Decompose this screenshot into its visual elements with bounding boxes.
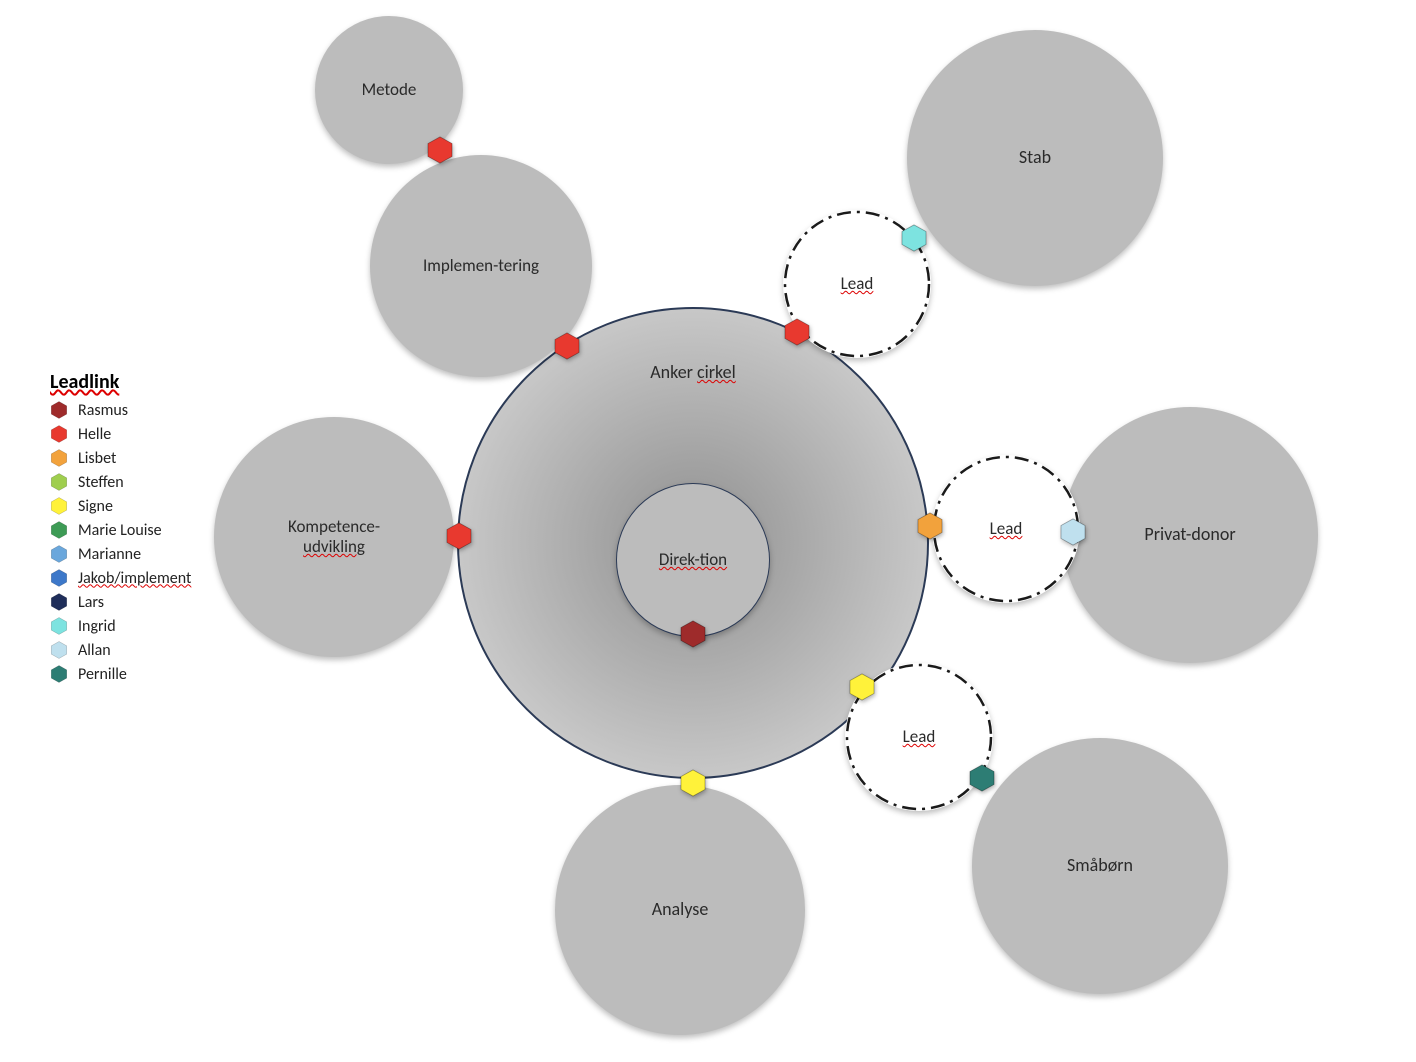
- legend-hex-icon: [50, 569, 68, 587]
- circle-label-metode: Metode: [362, 80, 417, 100]
- circle-label-stab: Stab: [1019, 147, 1051, 169]
- legend-hex-icon: [50, 593, 68, 611]
- hex-implement-anker: [553, 332, 581, 360]
- legend-title: Leadlink: [50, 370, 191, 394]
- hex-lead1-anker: [783, 318, 811, 346]
- legend-hex-icon: [50, 665, 68, 683]
- hex-kompetence-anker: [445, 522, 473, 550]
- legend-hex-icon: [50, 497, 68, 515]
- hex-direktion-anker: [679, 620, 707, 648]
- legend-row: Rasmus: [50, 398, 191, 422]
- legend-row: Pernille: [50, 662, 191, 686]
- legend-row: Lisbet: [50, 446, 191, 470]
- legend-label: Helle: [78, 425, 111, 444]
- legend: Leadlink Rasmus Helle Lisbet Steffen Signe Mar…: [50, 370, 191, 686]
- legend-label: Jakob/implement: [78, 569, 191, 588]
- legend-hex-icon: [50, 473, 68, 491]
- legend-label: Rasmus: [78, 401, 128, 420]
- hex-analyse-anker: [679, 769, 707, 797]
- legend-label: Signe: [78, 497, 113, 516]
- hex-lead2-privatdonor: [1059, 518, 1087, 546]
- circle-direktion: Direk-tion: [616, 483, 770, 637]
- legend-row: Helle: [50, 422, 191, 446]
- hex-lead1-stab: [900, 224, 928, 252]
- circle-analyse: Analyse: [555, 785, 805, 1035]
- legend-label: Ingrid: [78, 617, 116, 636]
- legend-label: Marie Louise: [78, 521, 162, 540]
- circle-label-anker: Anker cirkel: [650, 362, 736, 384]
- legend-hex-icon: [50, 521, 68, 539]
- legend-row: Allan: [50, 638, 191, 662]
- legend-hex-icon: [50, 617, 68, 635]
- legend-row: Steffen: [50, 470, 191, 494]
- circle-lead2: Lead: [932, 455, 1080, 603]
- circle-label-privatdonor: Privat-donor: [1144, 524, 1235, 546]
- circle-label-smaborn: Småbørn: [1067, 855, 1133, 877]
- legend-hex-icon: [50, 641, 68, 659]
- legend-row: Ingrid: [50, 614, 191, 638]
- legend-row: Lars: [50, 590, 191, 614]
- hex-lead2-anker: [916, 512, 944, 540]
- circle-label-analyse: Analyse: [652, 899, 709, 921]
- legend-row: Marianne: [50, 542, 191, 566]
- legend-row: Signe: [50, 494, 191, 518]
- legend-hex-icon: [50, 545, 68, 563]
- legend-row: Marie Louise: [50, 518, 191, 542]
- legend-label: Pernille: [78, 665, 127, 684]
- legend-label: Allan: [78, 641, 111, 660]
- circle-label-direktion: Direk-tion: [659, 550, 727, 570]
- circle-label-kompetence: Kompetence-udvikling: [288, 517, 380, 558]
- legend-hex-icon: [50, 449, 68, 467]
- legend-label: Lisbet: [78, 449, 116, 468]
- hex-metode-implement: [426, 136, 454, 164]
- legend-hex-icon: [50, 425, 68, 443]
- circle-kompetence: Kompetence-udvikling: [214, 417, 454, 657]
- circle-privatdonor: Privat-donor: [1062, 407, 1318, 663]
- legend-hex-icon: [50, 401, 68, 419]
- legend-label: Marianne: [78, 545, 141, 564]
- circle-label-implement: Implemen-tering: [423, 256, 539, 276]
- legend-row: Jakob/implement: [50, 566, 191, 590]
- legend-label: Steffen: [78, 473, 124, 492]
- hex-lead3-smaborn: [968, 764, 996, 792]
- hex-lead3-anker: [848, 673, 876, 701]
- legend-label: Lars: [78, 593, 104, 612]
- circle-smaborn: Småbørn: [972, 738, 1228, 994]
- circle-stab: Stab: [907, 30, 1163, 286]
